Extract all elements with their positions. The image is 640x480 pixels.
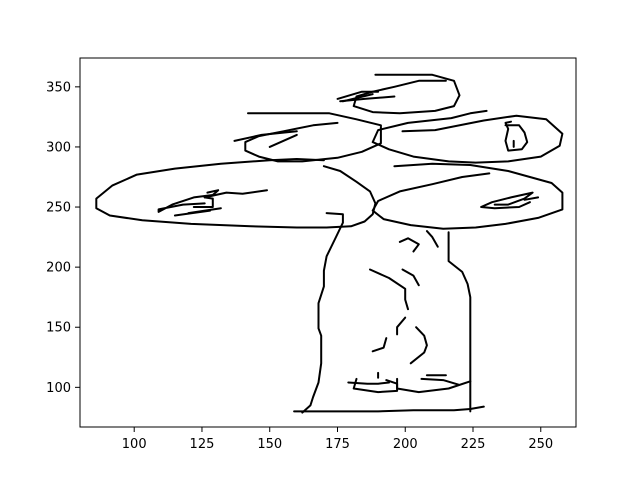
series-line-16 (157, 189, 220, 213)
series-line-13 (523, 196, 540, 201)
x-tick-label: 200 (393, 437, 418, 452)
series-line-25 (398, 237, 420, 253)
series-line-3 (233, 130, 298, 142)
y-tick-label: 150 (46, 321, 71, 336)
drawing-strokes (95, 73, 564, 414)
series-line-4 (352, 73, 461, 115)
y-tick-label: 100 (46, 381, 71, 396)
y-tick-label: 350 (46, 80, 71, 95)
series-line-2 (268, 133, 298, 148)
series-line-24 (401, 268, 420, 287)
series-line-20 (301, 212, 344, 414)
x-tick-label: 175 (325, 437, 350, 452)
y-axis: 100 150 200 250 300 350 (46, 80, 80, 396)
series-line-12 (480, 191, 534, 210)
series-line-30 (396, 377, 472, 394)
y-tick-label: 250 (46, 201, 71, 216)
y-tick-label: 300 (46, 140, 71, 155)
series-line-28 (371, 337, 388, 353)
series-line-26 (425, 230, 439, 248)
series-line-8 (371, 109, 564, 164)
x-axis: 100 125 150 175 200 225 250 (122, 427, 553, 452)
series-line-7 (339, 95, 396, 103)
x-tick-label: 225 (461, 437, 486, 452)
series-line-11 (371, 162, 564, 230)
series-line-5 (336, 90, 380, 100)
series-line-15 (203, 189, 268, 199)
series-line-17 (192, 196, 214, 208)
y-tick-label: 200 (46, 261, 71, 276)
series-line-19 (173, 209, 212, 217)
series-line-9 (504, 120, 529, 152)
series-line-29 (409, 326, 428, 365)
series-line-14 (95, 158, 377, 229)
series-line-27 (396, 316, 407, 336)
series-line-23 (369, 268, 409, 311)
x-tick-label: 100 (122, 437, 147, 452)
series-line-32 (347, 381, 390, 385)
x-tick-label: 150 (257, 437, 282, 452)
series-line-31 (352, 377, 399, 394)
x-tick-label: 250 (528, 437, 553, 452)
series-line-22 (447, 231, 472, 413)
x-tick-label: 125 (190, 437, 215, 452)
